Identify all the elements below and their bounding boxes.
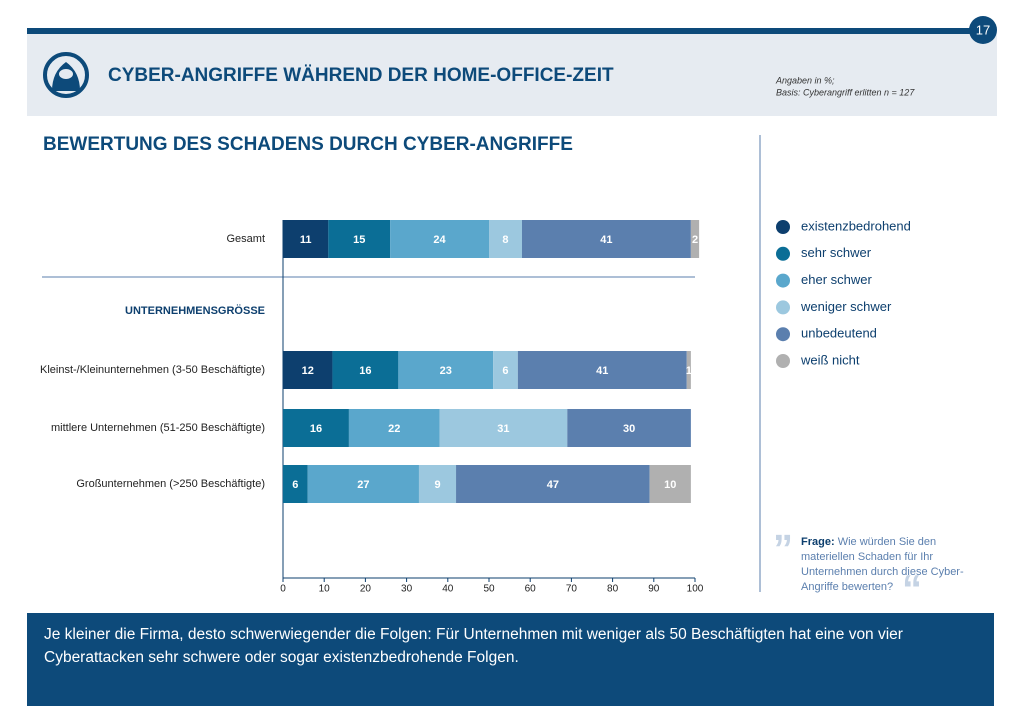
value-label: 11: [300, 234, 312, 246]
footer: Je kleiner die Firma, desto schwerwiegen…: [27, 613, 994, 706]
legend-label: sehr schwer: [801, 245, 872, 260]
value-label: 15: [353, 234, 365, 246]
legend-label: existenzbedrohend: [801, 218, 911, 233]
bar-segment: [398, 351, 494, 389]
legend-label: unbedeutend: [801, 326, 877, 341]
icon: [43, 52, 89, 98]
x-tick-label: 20: [360, 584, 372, 595]
value-label: 2: [692, 234, 698, 246]
legend-marker: [776, 354, 790, 368]
value-label: 10: [664, 479, 676, 491]
legend-marker: [776, 273, 790, 288]
icon-face: [59, 69, 73, 79]
value-label: 1: [686, 365, 692, 377]
value-label: 6: [502, 365, 508, 377]
question-text: Wie würden Sie den materiellen Schaden f…: [801, 536, 964, 593]
legend-marker: [776, 246, 790, 261]
bar-segment: [489, 220, 522, 258]
value-label: 24: [433, 234, 446, 246]
bar-segment: [328, 220, 391, 258]
bar-segment: [418, 465, 457, 503]
value-label: 27: [357, 479, 369, 491]
y-tick-label: Kleinst-/Kleinunternehmen (3-50 Beschäft…: [40, 364, 265, 376]
note: Angaben in %;: [775, 75, 835, 85]
bar-segment: [567, 409, 691, 447]
legend-label: weiß nicht: [800, 352, 860, 367]
value-label: 41: [596, 365, 608, 377]
bar-segment: [283, 220, 329, 258]
x-tick-label: 40: [442, 584, 454, 595]
bar-segment: [390, 220, 489, 258]
page-title: CYBER-ANGRIFFE WÄHREND DER HOME-OFFICE-Z…: [108, 65, 614, 86]
legend-marker: [776, 300, 790, 315]
value-label: 12: [302, 365, 314, 377]
y-tick-label: Gesamt: [226, 233, 265, 245]
value-label: 9: [434, 479, 440, 491]
x-tick-label: 10: [319, 584, 331, 595]
bar-segment: [283, 351, 333, 389]
question-label: Frage:: [801, 536, 835, 548]
value-label: 41: [600, 234, 612, 246]
bar-segment: [283, 409, 349, 447]
value-label: 16: [310, 423, 322, 435]
y-tick-label: mittlere Unternehmen (51-250 Beschäftigt…: [51, 422, 265, 434]
bar-segment: [690, 220, 700, 258]
x-tick-label: 0: [280, 584, 286, 595]
x-tick-label: 100: [687, 584, 704, 595]
bar-segment: [348, 409, 440, 447]
note: Basis: Cyberangriff erlitten n = 127: [776, 87, 915, 97]
footer-text: Je kleiner die Firma, desto schwerwiegen…: [44, 626, 903, 666]
bar-segment: [307, 465, 419, 503]
value-label: 31: [497, 423, 509, 435]
chart-title: BEWERTUNG DES SCHADENS DURCH CYBER-ANGRI…: [43, 134, 573, 155]
value-label: 30: [623, 423, 635, 435]
x-tick-label: 30: [401, 584, 413, 595]
value-label: 6: [292, 479, 298, 491]
legend-marker: [776, 220, 790, 234]
x-tick-label: 90: [648, 584, 660, 595]
bar-segment: [686, 351, 691, 389]
bar-segment: [493, 351, 518, 389]
legend-label: weniger schwer: [800, 299, 892, 314]
legend-label: eher schwer: [801, 272, 872, 287]
quote-mark: “: [902, 568, 922, 612]
value-label: 23: [440, 365, 452, 377]
value-label: 47: [547, 479, 559, 491]
bar-segment: [332, 351, 399, 389]
value-label: 8: [502, 234, 508, 246]
value-label: 22: [388, 423, 400, 435]
bar-segment: [456, 465, 650, 503]
x-tick-label: 60: [525, 584, 537, 595]
question: Frage: Wie würden Sie den materiellen Sc…: [801, 535, 991, 595]
header-rule: [27, 28, 982, 34]
x-tick-label: 80: [607, 584, 619, 595]
header-box: [27, 33, 997, 116]
bar-segment: [283, 465, 308, 503]
x-tick-label: 50: [483, 584, 495, 595]
page-badge: [969, 16, 997, 44]
bar-segment: [649, 465, 691, 503]
section-label: UNTERNEHMENSGRÖSSE: [125, 304, 265, 317]
value-label: 16: [359, 365, 371, 377]
bar-segment: [521, 220, 691, 258]
bar-segment: [439, 409, 568, 447]
page-number: 17: [976, 22, 990, 37]
x-tick-label: 70: [566, 584, 578, 595]
quote-mark: ”: [773, 528, 793, 572]
y-tick-label: Großunternehmen (>250 Beschäftigte): [76, 478, 265, 490]
legend-marker: [776, 327, 790, 342]
bar-segment: [517, 351, 687, 389]
